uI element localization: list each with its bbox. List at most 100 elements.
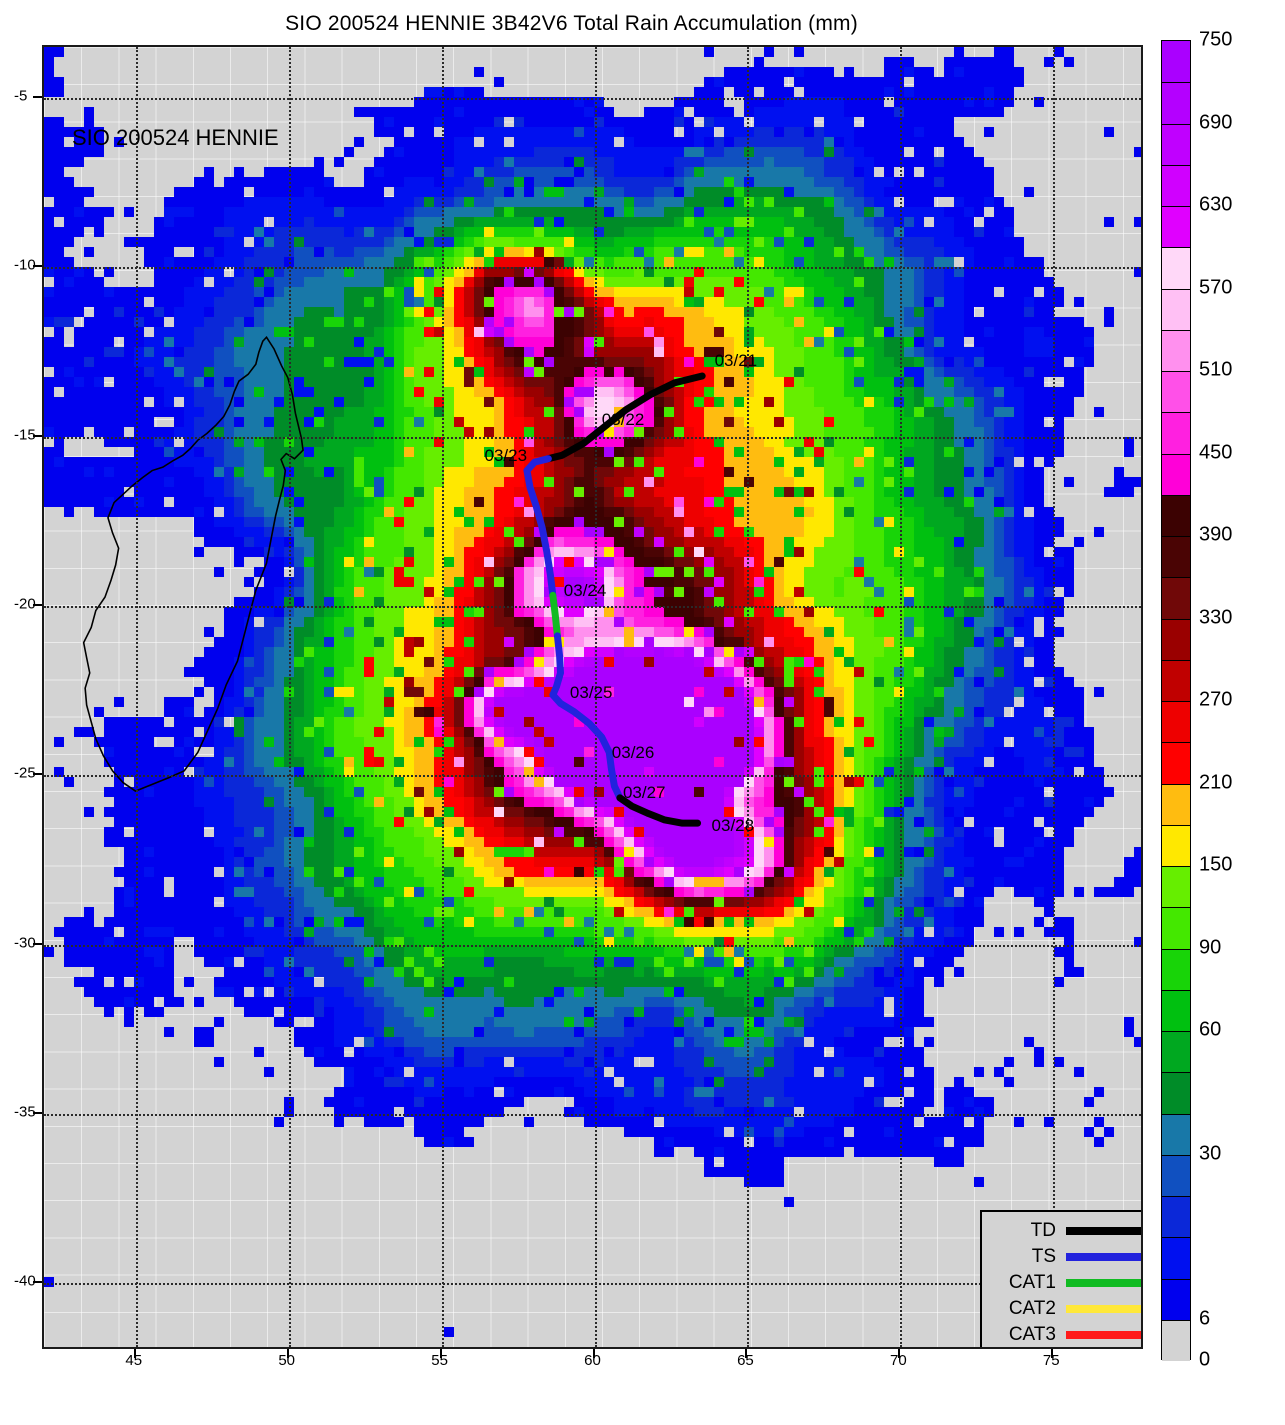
colorbar-cell xyxy=(1162,412,1190,454)
map-plot-area[interactable]: SIO 200524 HENNIE TDTSCAT1CAT2CAT3CAT4CA… xyxy=(42,45,1143,1349)
colorbar-cell xyxy=(1162,577,1190,619)
x-axis-tick-mark xyxy=(592,1349,595,1358)
track-segment-cat1 xyxy=(549,591,561,640)
colorbar-cell xyxy=(1162,866,1190,908)
colorbar-tick-label: 270 xyxy=(1199,688,1233,711)
colorbar-cell xyxy=(1162,907,1190,949)
colorbar-tick-label: 60 xyxy=(1199,1018,1222,1041)
storm-track xyxy=(523,372,706,827)
x-axis-tick-mark xyxy=(1051,1349,1054,1358)
colorbar-cell xyxy=(1162,783,1190,825)
colorbar xyxy=(1161,40,1191,1361)
colorbar-cell xyxy=(1162,206,1190,248)
y-axis-tick-label: -10 xyxy=(14,256,36,274)
y-axis-tick-mark xyxy=(33,1111,42,1114)
x-axis-tick-label: 75 xyxy=(1042,1352,1060,1369)
coastline-path xyxy=(82,335,304,792)
rain-accumulation-raster xyxy=(44,47,1141,1347)
colorbar-cell xyxy=(1162,453,1190,495)
track-date-label: 03/22 xyxy=(601,409,645,429)
colorbar-tick-label: 6 xyxy=(1199,1307,1211,1330)
colorbar-tick-label: 30 xyxy=(1199,1142,1222,1165)
track-segment-ts xyxy=(549,632,624,802)
colorbar-cell xyxy=(1162,948,1190,990)
colorbar-tick-label: 690 xyxy=(1199,111,1233,133)
x-axis-tick-label: 70 xyxy=(889,1352,907,1369)
legend-item-label: CAT3 xyxy=(1008,1324,1056,1345)
colorbar-cell xyxy=(1162,494,1190,536)
colorbar-cell xyxy=(1162,701,1190,743)
colorbar-cell xyxy=(1162,329,1190,371)
colorbar-cell xyxy=(1162,1278,1190,1320)
colorbar-cell xyxy=(1162,247,1190,289)
colorbar-cell xyxy=(1162,536,1190,578)
y-axis-tick-label: -5 xyxy=(14,87,28,105)
colorbar-cell xyxy=(1162,659,1190,701)
colorbar-cell xyxy=(1162,123,1190,165)
legend-item-label: TS xyxy=(1031,1246,1056,1267)
legend-item: TD xyxy=(982,1218,1141,1244)
colorbar-cell xyxy=(1162,742,1190,784)
legend-item: CAT3 xyxy=(982,1322,1141,1347)
colorbar-cell xyxy=(1162,371,1190,413)
colorbar-tick-label: 570 xyxy=(1199,276,1233,298)
colorbar-tick-label: 450 xyxy=(1199,441,1233,463)
legend-item-label: CAT2 xyxy=(1008,1298,1056,1319)
x-axis-tick-mark xyxy=(133,1349,136,1358)
storm-id-label: SIO 200524 HENNIE xyxy=(72,125,279,150)
legend-item: CAT2 xyxy=(982,1296,1141,1322)
x-axis-tick-mark xyxy=(286,1349,289,1358)
colorbar-cell xyxy=(1162,41,1190,83)
x-axis-tick-mark xyxy=(439,1349,442,1358)
track-date-label: 03/26 xyxy=(611,743,655,763)
track-date-label: 03/27 xyxy=(622,783,666,803)
y-axis-tick-label: -30 xyxy=(14,934,36,952)
colorbar-tick-label: 0 xyxy=(1199,1348,1211,1371)
colorbar-cell xyxy=(1162,1031,1190,1073)
colorbar-cell xyxy=(1162,1237,1190,1279)
colorbar-cell xyxy=(1162,1113,1190,1155)
colorbar-cell xyxy=(1162,164,1190,206)
track-segment-td xyxy=(616,794,702,827)
x-axis-tick-mark xyxy=(745,1349,748,1358)
madagascar-coastline xyxy=(82,335,304,792)
colorbar-tick-label: 390 xyxy=(1199,523,1233,546)
y-axis-tick-mark xyxy=(33,942,42,945)
colorbar-cell xyxy=(1162,1072,1190,1114)
colorbar-tick-label: 90 xyxy=(1199,936,1222,958)
colorbar-tick-label: 150 xyxy=(1199,853,1233,876)
track-date-label: 03/28 xyxy=(711,815,755,835)
colorbar-tick-label: 630 xyxy=(1199,193,1233,216)
page-title: SIO 200524 HENNIE 3B42V6 Total Rain Accu… xyxy=(285,12,858,35)
y-axis-tick-label: -20 xyxy=(14,595,36,613)
track-segment-ts xyxy=(523,455,557,599)
colorbar-cell xyxy=(1162,618,1190,660)
y-axis-tick-label: -35 xyxy=(14,1103,36,1121)
y-axis-tick-label: -40 xyxy=(14,1272,36,1290)
legend-item: CAT1 xyxy=(982,1270,1141,1296)
colorbar-cell xyxy=(1162,824,1190,866)
legend-color-swatch xyxy=(1066,1279,1141,1287)
colorbar-cell xyxy=(1162,82,1190,124)
x-axis-tick-label: 60 xyxy=(584,1352,601,1369)
y-axis-tick-mark xyxy=(33,773,42,776)
y-axis-tick-mark xyxy=(33,1281,42,1284)
x-axis-tick-label: 50 xyxy=(278,1352,295,1369)
colorbar-tick-label: 330 xyxy=(1199,606,1233,628)
track-category-legend: TDTSCAT1CAT2CAT3CAT4CAT5 xyxy=(980,1210,1141,1347)
y-axis-tick-mark xyxy=(33,95,42,98)
legend-color-swatch xyxy=(1066,1305,1141,1313)
x-axis-tick-label: 55 xyxy=(431,1352,448,1369)
colorbar-cell xyxy=(1162,1319,1190,1361)
legend-item-label: CAT1 xyxy=(1008,1272,1056,1293)
colorbar-cell xyxy=(1162,989,1190,1031)
y-axis-tick-mark xyxy=(33,603,42,606)
y-axis-tick-mark xyxy=(33,434,42,437)
rain-raster-canvas xyxy=(44,47,1141,1347)
legend-color-swatch xyxy=(1066,1227,1141,1235)
colorbar-tick-label: 210 xyxy=(1199,771,1233,793)
track-date-label: 03/24 xyxy=(563,581,607,601)
x-axis-tick-mark xyxy=(898,1349,901,1358)
y-axis-tick-mark xyxy=(33,265,42,268)
legend-color-swatch xyxy=(1066,1253,1141,1261)
